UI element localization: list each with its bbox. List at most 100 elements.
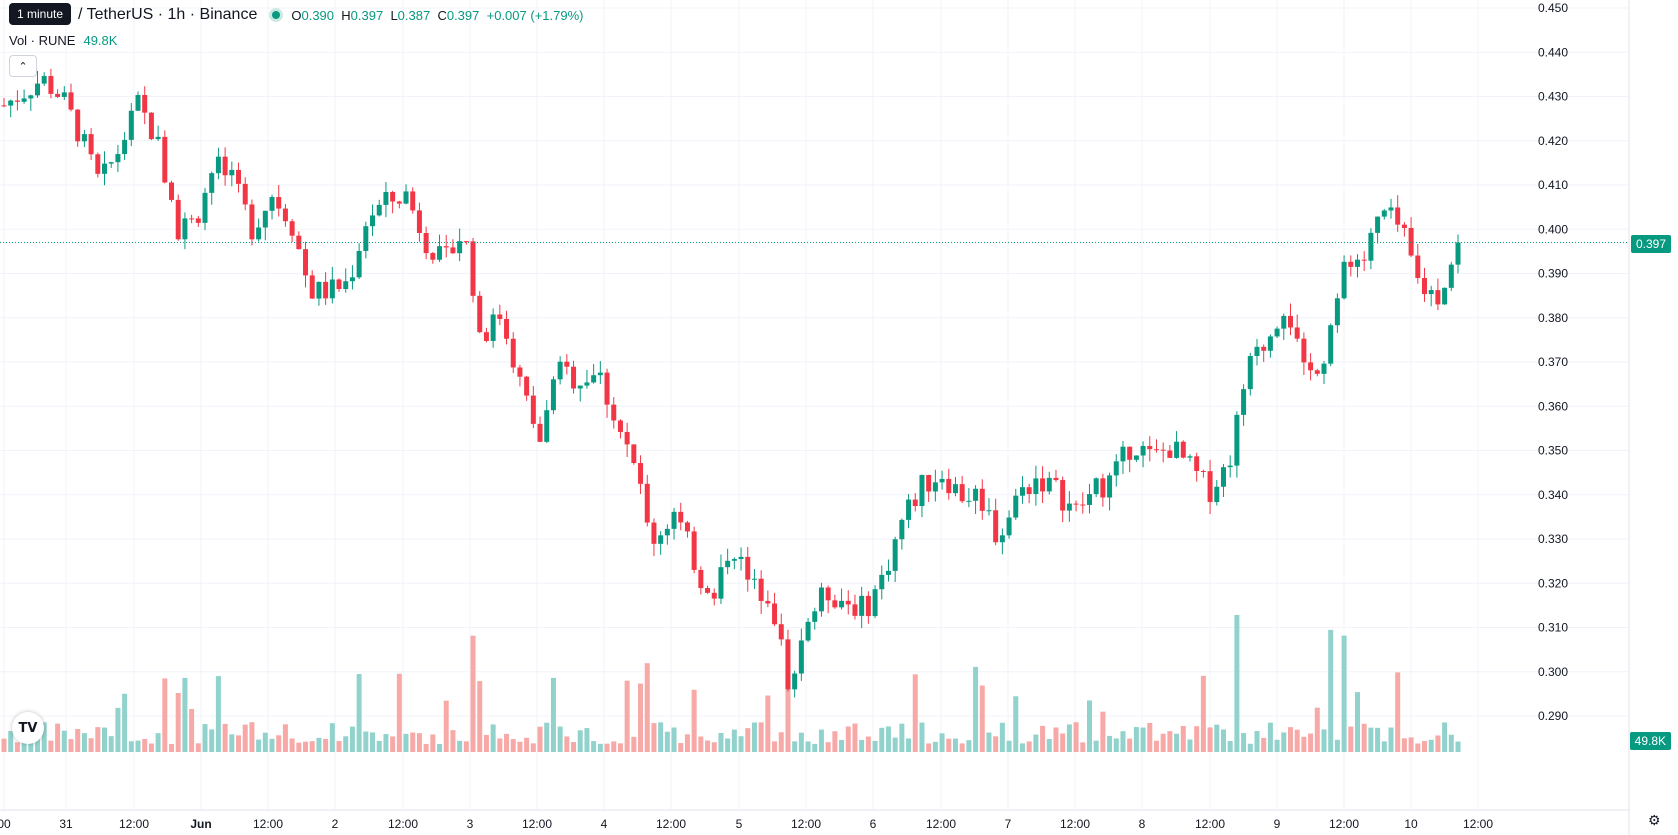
volume-bar [242, 724, 248, 752]
volume-bar [1455, 741, 1461, 752]
candle-body [1241, 389, 1247, 415]
candle-body [557, 361, 563, 380]
candle-body [189, 218, 195, 220]
volume-bar [1368, 727, 1374, 752]
time-tick-label: 3 [467, 817, 474, 831]
candle-body [68, 92, 74, 110]
candle-body [879, 574, 885, 590]
volume-bar [35, 734, 41, 752]
volume-bar [1006, 740, 1012, 752]
volume-bar [1040, 725, 1046, 752]
symbol-title[interactable]: / TetherUS · 1h · Binance [78, 6, 258, 23]
volume-bar [845, 726, 851, 752]
volume-bar [1180, 725, 1186, 752]
candle-body [1328, 325, 1334, 364]
candle-body [396, 201, 402, 204]
candle-body [1388, 207, 1394, 211]
volume-bar [792, 741, 798, 752]
volume-bar [1401, 738, 1407, 752]
volume-bar [839, 739, 845, 752]
candle-body [1455, 242, 1461, 265]
candle-body [1107, 475, 1113, 498]
volume-bar [75, 729, 81, 752]
candle-body [215, 156, 221, 174]
candle-body [1341, 261, 1347, 299]
candle-body [946, 478, 952, 494]
candle-body [1368, 232, 1374, 261]
candle-body [390, 191, 396, 202]
candle-body [631, 444, 637, 464]
last-volume-label: 49.8K [1629, 732, 1671, 750]
volume-bar [986, 732, 992, 752]
volume-bar [544, 722, 550, 752]
volume-bar [999, 722, 1005, 752]
volume-bar [48, 740, 54, 752]
volume-bar [175, 692, 181, 752]
volume-bar [463, 741, 469, 752]
market-status-icon[interactable] [269, 8, 284, 22]
candle-body [845, 600, 851, 605]
candle-body [336, 279, 342, 290]
candle-body [718, 567, 724, 599]
high-label: H [341, 7, 351, 23]
candle-body [437, 246, 443, 260]
candle-body [832, 600, 838, 608]
candle-body [303, 249, 309, 276]
candle-body [122, 139, 128, 155]
time-tick-label: 12:00 [656, 817, 686, 831]
time-tick-label: 4 [601, 817, 608, 831]
candle-body [416, 210, 422, 234]
candle-body [1274, 328, 1280, 337]
volume-bar [818, 729, 824, 752]
candle-body [1227, 465, 1233, 468]
collapse-legend-button[interactable]: ⌃ [9, 55, 37, 77]
candle-body [1013, 495, 1019, 518]
candle-body [1026, 487, 1032, 495]
volume-legend[interactable]: Vol · RUNE 49.8K [9, 33, 117, 48]
volume-bar [1448, 734, 1454, 752]
candle-body [1200, 470, 1206, 472]
volume-bar [731, 729, 737, 752]
volume-bar [932, 741, 938, 752]
candle-body [363, 226, 369, 251]
volume-bar [1341, 635, 1347, 752]
candle-body [684, 522, 690, 532]
volume-bar [8, 731, 14, 752]
volume-bar [859, 739, 865, 752]
candle-body [155, 136, 161, 140]
candle-body [1395, 207, 1401, 225]
volume-bar [584, 728, 590, 752]
candle-body [1421, 278, 1427, 295]
volume-bar [1140, 727, 1146, 752]
volume-bar [1375, 727, 1381, 752]
candle-body [1187, 456, 1193, 458]
volume-bar [363, 731, 369, 752]
candle-body [1247, 355, 1253, 390]
volume-bar [276, 735, 282, 752]
candle-body [1147, 445, 1153, 450]
candle-body [738, 556, 744, 560]
volume-bar [1200, 675, 1206, 752]
volume-bar [383, 734, 389, 752]
candle-body [95, 154, 101, 174]
candle-body [1127, 446, 1133, 460]
volume-bar [209, 729, 215, 752]
candle-body [1167, 450, 1173, 458]
volume-bar [530, 743, 536, 752]
ohlc-values: O0.390 H0.397 L0.387 C0.397 +0.007 (+1.7… [291, 8, 583, 23]
volume-bar [1301, 736, 1307, 752]
candle-body [638, 463, 644, 484]
volume-bar [711, 742, 717, 752]
candle-body [81, 134, 87, 142]
price-tick-label: 0.370 [1538, 355, 1568, 369]
volume-bar [718, 732, 724, 752]
volume-bar [169, 743, 175, 752]
gear-icon[interactable]: ⚙ [1648, 812, 1661, 828]
candle-body [1234, 414, 1240, 466]
volume-bar [1281, 732, 1287, 752]
volume-bar [403, 733, 409, 752]
volume-bar [504, 733, 510, 752]
tradingview-logo-icon[interactable]: TV [12, 712, 44, 744]
candle-body [544, 410, 550, 442]
